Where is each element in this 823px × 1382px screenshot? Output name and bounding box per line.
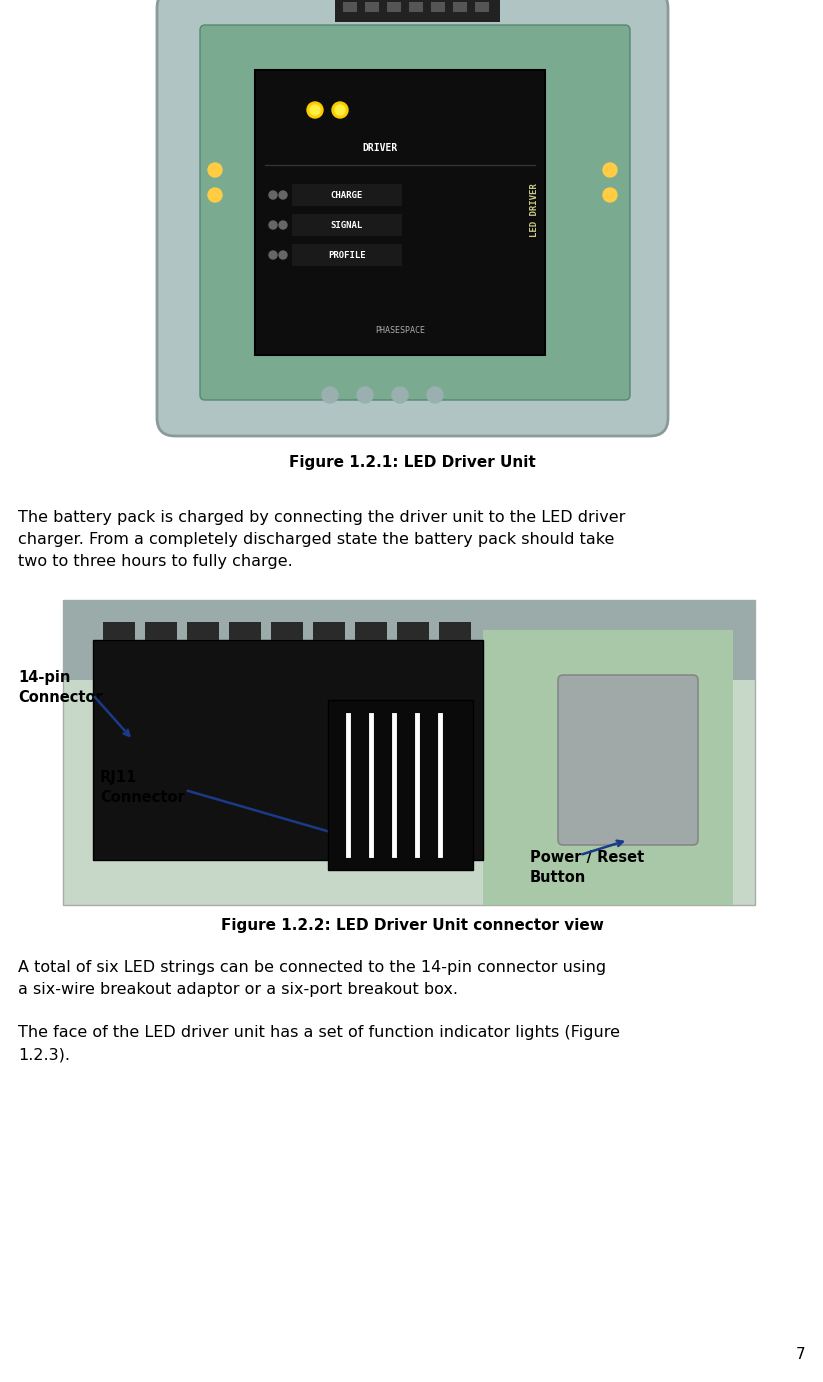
FancyBboxPatch shape <box>200 25 630 399</box>
FancyBboxPatch shape <box>439 622 471 640</box>
Circle shape <box>603 163 617 177</box>
Text: SIGNAL: SIGNAL <box>331 221 363 229</box>
FancyBboxPatch shape <box>255 70 545 355</box>
Text: two to three hours to fully charge.: two to three hours to fully charge. <box>18 554 293 569</box>
Text: Power / Reset: Power / Reset <box>530 850 644 865</box>
FancyBboxPatch shape <box>145 622 177 640</box>
Circle shape <box>269 221 277 229</box>
FancyBboxPatch shape <box>409 1 423 12</box>
Text: 1.2.3).: 1.2.3). <box>18 1048 70 1061</box>
FancyBboxPatch shape <box>63 600 755 680</box>
Circle shape <box>357 387 373 404</box>
FancyBboxPatch shape <box>335 0 500 22</box>
FancyBboxPatch shape <box>365 1 379 12</box>
Circle shape <box>269 191 277 199</box>
Circle shape <box>322 387 338 404</box>
FancyBboxPatch shape <box>292 184 402 206</box>
FancyBboxPatch shape <box>475 1 489 12</box>
Circle shape <box>332 102 348 117</box>
Circle shape <box>279 252 287 258</box>
Text: The battery pack is charged by connecting the driver unit to the LED driver: The battery pack is charged by connectin… <box>18 510 625 525</box>
Circle shape <box>427 387 443 404</box>
FancyBboxPatch shape <box>483 630 733 905</box>
Text: CHARGE: CHARGE <box>331 191 363 199</box>
Circle shape <box>279 191 287 199</box>
FancyBboxPatch shape <box>292 245 402 265</box>
Circle shape <box>208 188 222 202</box>
Text: charger. From a completely discharged state the battery pack should take: charger. From a completely discharged st… <box>18 532 615 547</box>
FancyBboxPatch shape <box>187 622 219 640</box>
FancyBboxPatch shape <box>343 1 357 12</box>
Text: Connector: Connector <box>100 791 184 804</box>
Text: Figure 1.2.2: LED Driver Unit connector view: Figure 1.2.2: LED Driver Unit connector … <box>221 918 603 933</box>
Text: 7: 7 <box>795 1347 805 1363</box>
Circle shape <box>208 163 222 177</box>
Text: DRIVER: DRIVER <box>362 142 398 153</box>
Circle shape <box>279 221 287 229</box>
Circle shape <box>307 102 323 117</box>
FancyBboxPatch shape <box>558 674 698 844</box>
Text: a six-wire breakout adaptor or a six-port breakout box.: a six-wire breakout adaptor or a six-por… <box>18 983 458 996</box>
Text: Connector: Connector <box>18 690 103 705</box>
FancyBboxPatch shape <box>328 701 473 871</box>
Text: The face of the LED driver unit has a set of function indicator lights (Figure: The face of the LED driver unit has a se… <box>18 1025 620 1041</box>
Circle shape <box>269 252 277 258</box>
Text: Figure 1.2.1: LED Driver Unit: Figure 1.2.1: LED Driver Unit <box>289 455 536 470</box>
FancyBboxPatch shape <box>93 640 483 860</box>
Text: PHASESPACE: PHASESPACE <box>375 326 425 334</box>
FancyBboxPatch shape <box>271 622 303 640</box>
FancyBboxPatch shape <box>63 600 755 905</box>
Circle shape <box>335 105 345 115</box>
Text: Button: Button <box>530 871 586 884</box>
FancyBboxPatch shape <box>103 622 135 640</box>
Circle shape <box>392 387 408 404</box>
FancyBboxPatch shape <box>397 622 429 640</box>
FancyBboxPatch shape <box>431 1 445 12</box>
FancyBboxPatch shape <box>292 214 402 236</box>
Text: 14-pin: 14-pin <box>18 670 71 685</box>
Text: A total of six LED strings can be connected to the 14-pin connector using: A total of six LED strings can be connec… <box>18 960 606 974</box>
FancyBboxPatch shape <box>355 622 387 640</box>
Text: LED DRIVER: LED DRIVER <box>531 184 540 236</box>
Text: RJ11: RJ11 <box>100 770 137 785</box>
FancyBboxPatch shape <box>229 622 261 640</box>
FancyBboxPatch shape <box>157 0 668 435</box>
FancyBboxPatch shape <box>387 1 401 12</box>
FancyBboxPatch shape <box>453 1 467 12</box>
Text: PROFILE: PROFILE <box>328 250 365 260</box>
FancyBboxPatch shape <box>155 6 670 420</box>
Circle shape <box>603 188 617 202</box>
Circle shape <box>310 105 320 115</box>
FancyBboxPatch shape <box>313 622 345 640</box>
